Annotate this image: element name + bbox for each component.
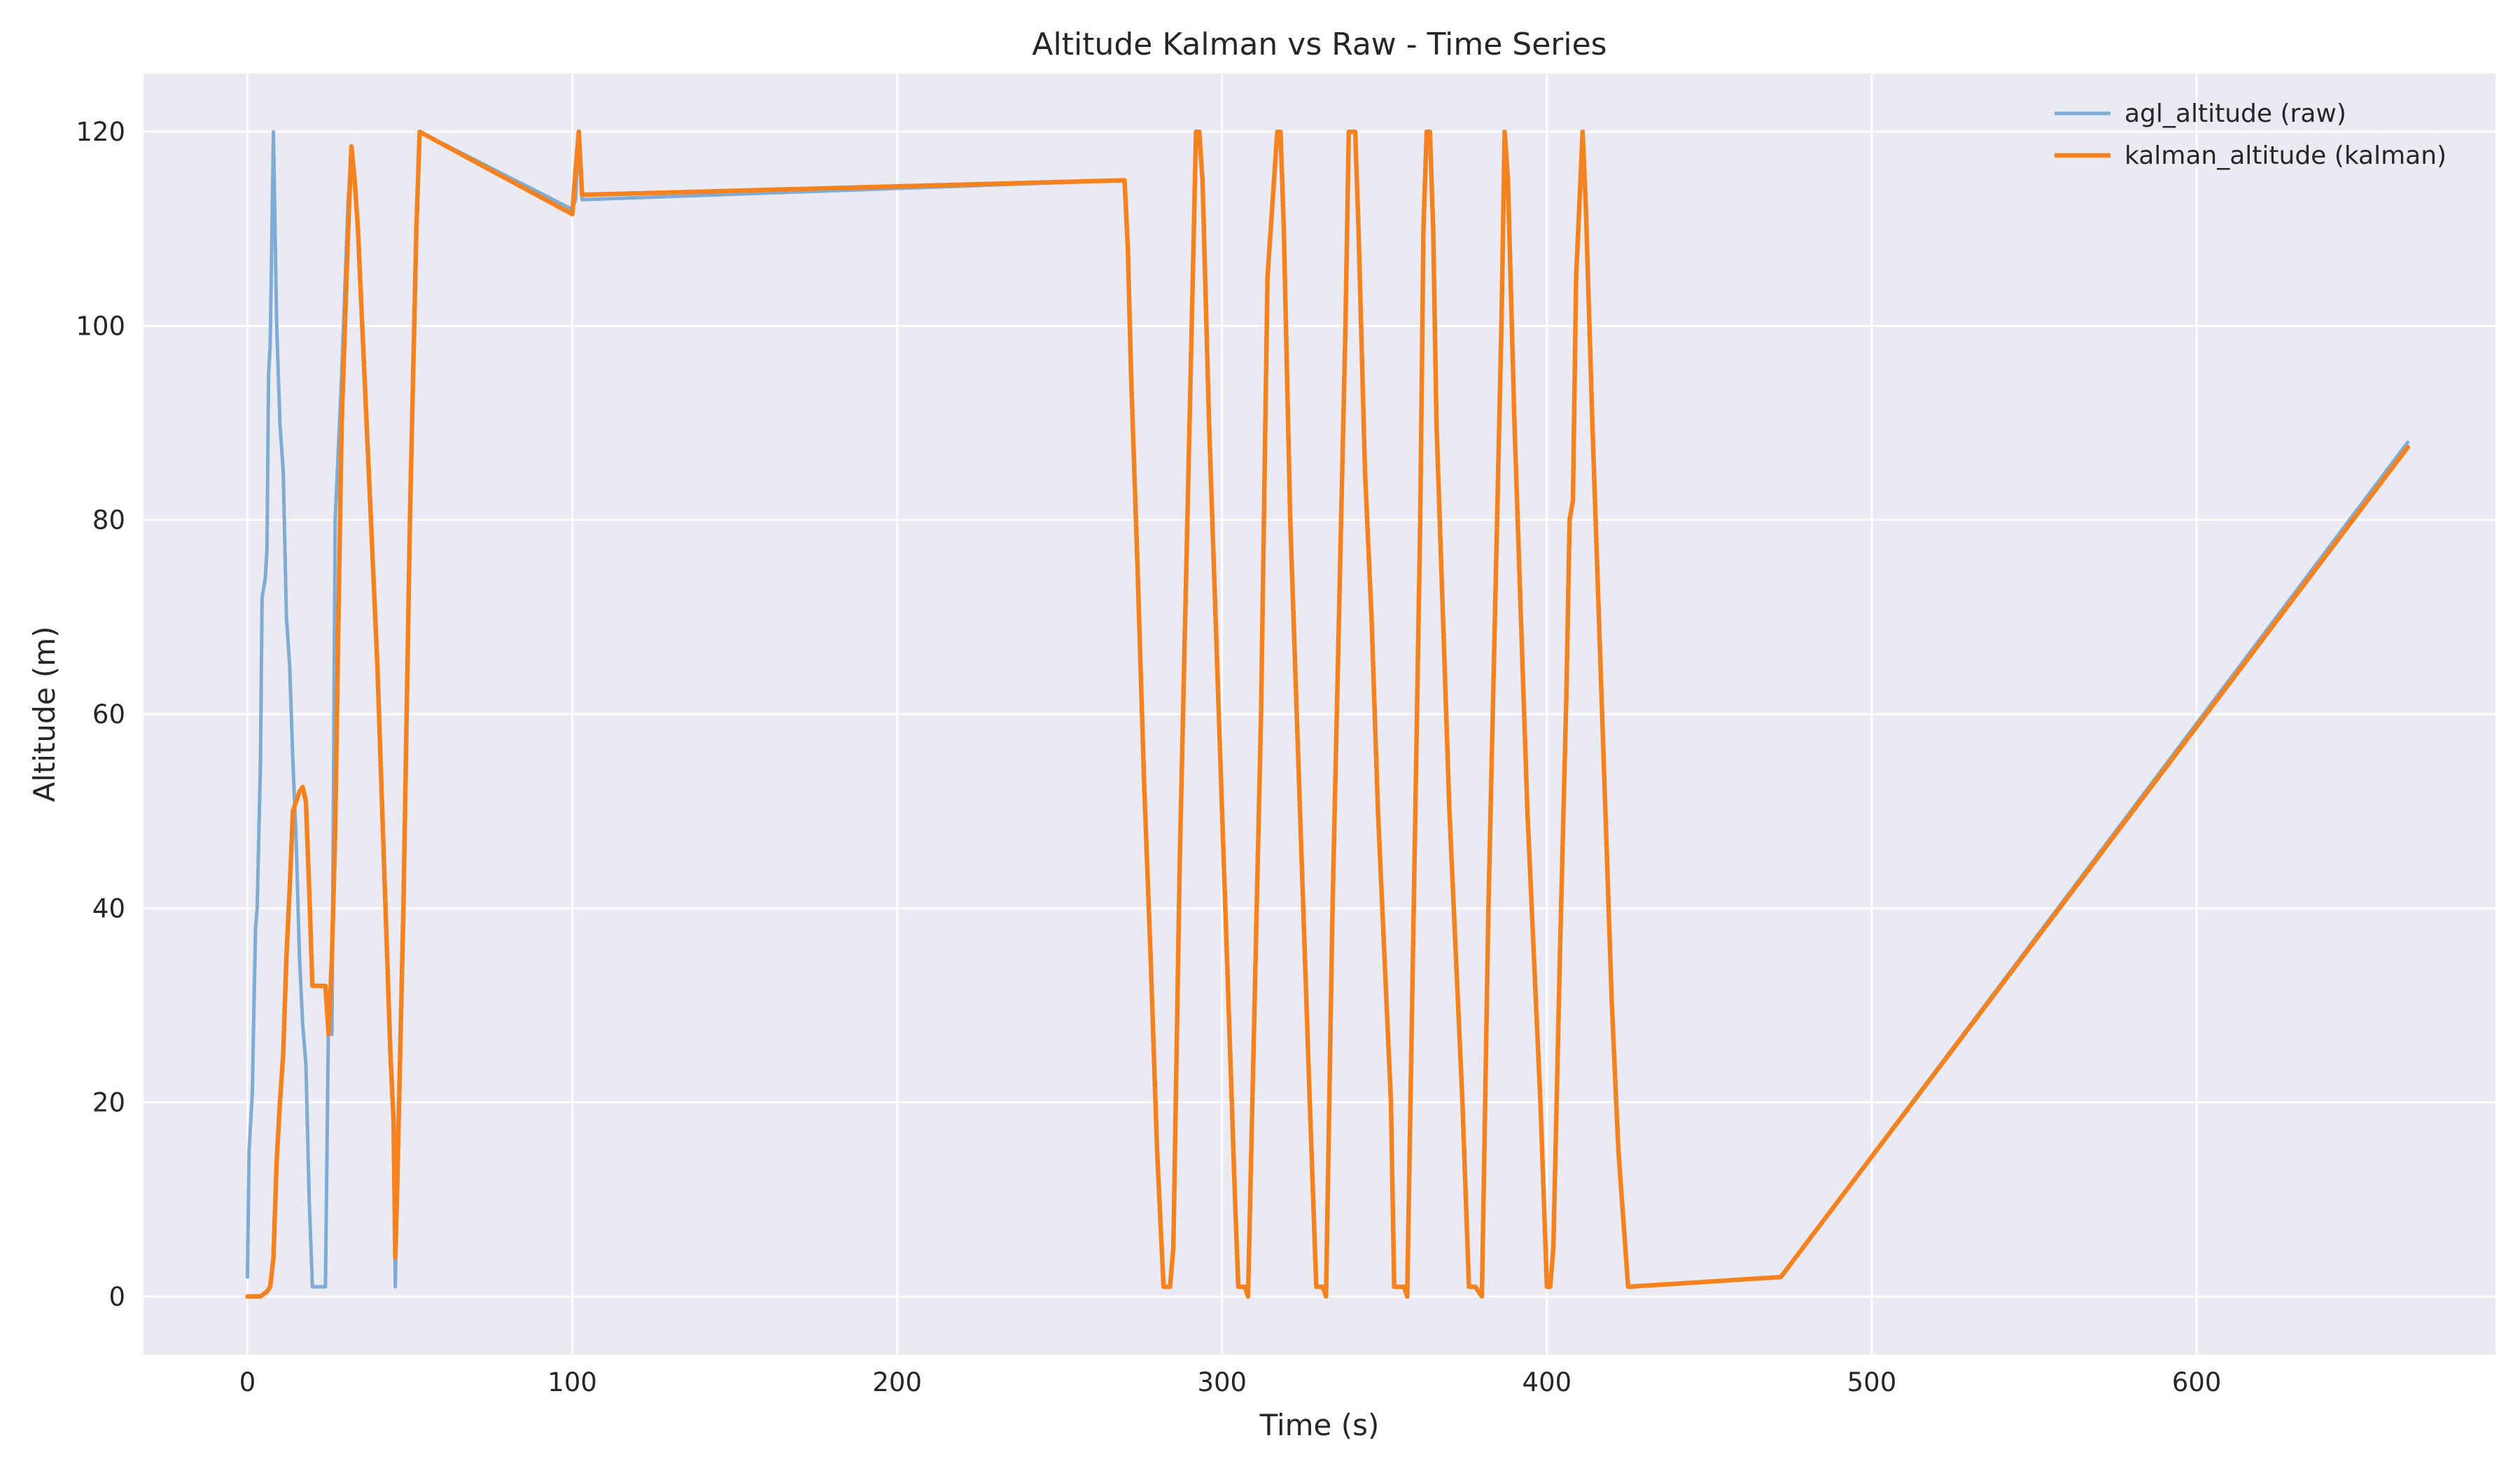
- legend-label-raw: agl_altitude (raw): [2124, 99, 2346, 128]
- series-line-kalman: [245, 129, 2410, 1299]
- x-tick-label: 0: [239, 1367, 256, 1397]
- y-tick-label: 100: [76, 311, 125, 341]
- y-tick-label: 80: [92, 505, 125, 536]
- legend-label-kalman: kalman_altitude (kalman): [2124, 141, 2446, 170]
- x-tick-label: 400: [1522, 1367, 1572, 1397]
- y-axis-label: Altitude (m): [27, 626, 62, 802]
- legend: agl_altitude (raw) kalman_altitude (kalm…: [2054, 99, 2446, 170]
- y-tick-label: 120: [76, 117, 125, 147]
- y-tick-label: 40: [92, 893, 125, 923]
- y-tick-label: 60: [92, 699, 125, 729]
- x-tick-label: 300: [1197, 1367, 1247, 1397]
- x-tick-label: 500: [1847, 1367, 1897, 1397]
- y-tick-label: 0: [108, 1282, 125, 1312]
- y-tick-label: 20: [92, 1088, 125, 1118]
- x-tick-label: 600: [2172, 1367, 2222, 1397]
- x-axis-label: Time (s): [1259, 1408, 1380, 1442]
- x-tick-labels: 0 100 200 300 400 500 600: [239, 1367, 2222, 1397]
- x-tick-label: 200: [872, 1367, 922, 1397]
- x-tick-label: 100: [547, 1367, 597, 1397]
- grid-lines: [144, 74, 2496, 1355]
- chart-title: Altitude Kalman vs Raw - Time Series: [1032, 27, 1606, 62]
- series-layer: [245, 129, 2410, 1299]
- y-tick-labels: 0 20 40 60 80 100 120: [76, 117, 125, 1312]
